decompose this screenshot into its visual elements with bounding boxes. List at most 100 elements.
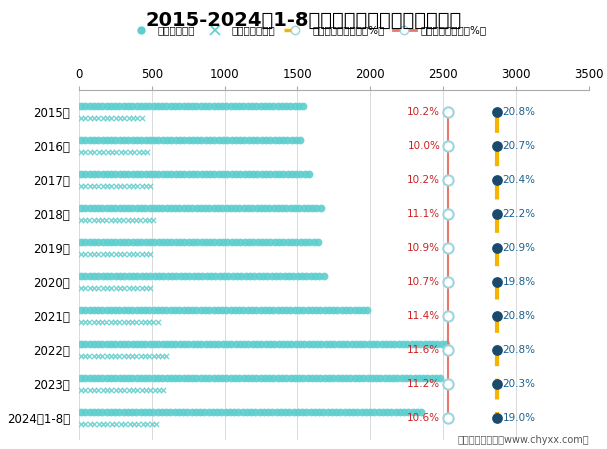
Point [424, 340, 434, 348]
Point [98, 136, 107, 143]
Point [201, 238, 211, 246]
Point [115, 204, 124, 211]
Point [229, 408, 239, 415]
Point [378, 408, 388, 415]
Text: 20.3%: 20.3% [503, 379, 535, 389]
Point [119, 238, 129, 246]
Point [227, 238, 237, 246]
Point [257, 340, 266, 348]
Point [93, 251, 103, 258]
Point [153, 408, 163, 415]
Point [333, 374, 342, 381]
Point [161, 306, 171, 313]
Point [89, 387, 99, 394]
Point [217, 408, 226, 415]
Point [234, 408, 243, 415]
Point [136, 408, 146, 415]
Point [183, 408, 192, 415]
Point [151, 420, 161, 427]
Point [257, 238, 266, 246]
Point [120, 284, 129, 291]
Point [110, 102, 120, 110]
Point [276, 408, 286, 415]
Point [110, 340, 120, 348]
Point [180, 136, 189, 143]
Point [188, 204, 197, 211]
Point [422, 374, 432, 381]
Point [307, 374, 317, 381]
Point [336, 408, 345, 415]
Point [259, 408, 269, 415]
Point [115, 352, 124, 360]
Point [401, 374, 411, 381]
Point [85, 204, 95, 211]
Point [354, 374, 364, 381]
Point [239, 102, 248, 110]
Point [293, 272, 302, 279]
Point [140, 374, 150, 381]
Point [384, 374, 394, 381]
Point [161, 352, 171, 360]
Point [365, 408, 375, 415]
Point [277, 306, 287, 313]
Point [231, 170, 241, 177]
Point [123, 216, 132, 224]
Point [106, 352, 116, 360]
Point [162, 238, 172, 246]
Point [310, 408, 320, 415]
Point [274, 340, 283, 348]
Point [124, 182, 134, 189]
Point [492, 313, 502, 320]
Point [158, 387, 168, 394]
Point [98, 340, 107, 348]
Point [205, 102, 214, 110]
Point [111, 272, 121, 279]
Point [320, 306, 330, 313]
Point [166, 102, 175, 110]
Point [367, 374, 376, 381]
Point [256, 102, 265, 110]
Point [80, 352, 90, 360]
Point [248, 204, 257, 211]
Point [171, 170, 180, 177]
Point [93, 170, 103, 177]
Point [277, 102, 287, 110]
Point [161, 374, 171, 381]
Point [127, 102, 137, 110]
Point [197, 170, 206, 177]
Point [402, 340, 412, 348]
Point [110, 170, 120, 177]
Point [270, 170, 279, 177]
Point [320, 374, 330, 381]
Text: 10.7%: 10.7% [407, 277, 440, 287]
Point [341, 306, 351, 313]
Point [85, 251, 95, 258]
Point [166, 306, 175, 313]
Point [102, 352, 112, 360]
Point [258, 272, 268, 279]
Point [150, 272, 160, 279]
Point [145, 170, 155, 177]
Point [85, 102, 95, 110]
Point [157, 306, 167, 313]
Point [110, 306, 120, 313]
Point [251, 306, 261, 313]
Point [147, 420, 157, 427]
Point [324, 306, 334, 313]
Point [188, 340, 197, 348]
Point [247, 374, 257, 381]
Point [137, 272, 146, 279]
Point [492, 278, 502, 286]
Point [136, 352, 146, 360]
Point [283, 170, 293, 177]
Point [260, 102, 270, 110]
Point [143, 149, 152, 156]
Point [214, 170, 223, 177]
Point [225, 408, 235, 415]
Point [149, 306, 158, 313]
Point [188, 170, 198, 177]
Point [179, 374, 189, 381]
Point [243, 102, 253, 110]
Point [110, 352, 120, 360]
Point [149, 374, 158, 381]
